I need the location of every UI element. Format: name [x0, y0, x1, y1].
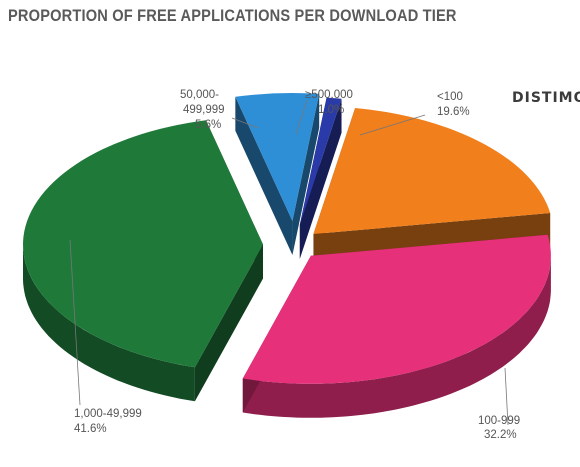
slice-label-50000-499999-line2: 499,999 — [183, 104, 225, 116]
pie-slice-cut-face — [194, 244, 264, 402]
slice-value-lt100: 19.6% — [437, 106, 470, 118]
leader-line — [504, 367, 509, 426]
pie-slice-top — [299, 97, 342, 225]
pie-slice-cut-face — [235, 96, 293, 256]
slice-value-1000-49999: 41.6% — [74, 423, 107, 435]
slice-label-lt100: <100 — [437, 91, 463, 103]
pie-slice-top — [242, 234, 551, 384]
label-leader-lines — [69, 99, 509, 426]
slice-label-50000-499999-line1: 50,000- — [180, 89, 219, 101]
slice-value-100-999: 32.2% — [484, 429, 517, 441]
pie-slice-side — [242, 254, 551, 418]
slice-label-ge500000: ≥500,000 — [305, 89, 353, 101]
pie-slice — [299, 97, 342, 259]
slice-label-1000-49999: 1,000-49,999 — [74, 408, 142, 420]
pie-slice — [242, 234, 551, 418]
slice-labels: <100 19.6% 100-999 32.2% 1,000-49,999 41… — [74, 89, 520, 441]
pie-slice-top — [313, 107, 551, 235]
pie-slice-top — [235, 93, 320, 222]
pie-slice-side — [23, 245, 195, 402]
slice-label-100-999: 100-999 — [478, 415, 520, 427]
pie-slice-cut-face — [292, 93, 320, 256]
slice-value-50000-499999: 5.6% — [195, 119, 221, 131]
pie-slices — [23, 93, 551, 418]
pie-slice — [235, 93, 320, 256]
slice-value-ge500000: 1.0% — [318, 104, 344, 116]
pie-slice-top — [23, 120, 264, 368]
pie-slice — [23, 120, 264, 402]
distimo-logo: DISTIMO — [512, 90, 580, 106]
chart-title: PROPORTION OF FREE APPLICATIONS PER DOWN… — [8, 6, 457, 25]
pie-slice-cut-face — [299, 98, 342, 259]
leader-line — [231, 117, 259, 129]
leader-line — [295, 99, 308, 135]
leader-line — [359, 114, 426, 136]
leader-line — [69, 239, 81, 406]
